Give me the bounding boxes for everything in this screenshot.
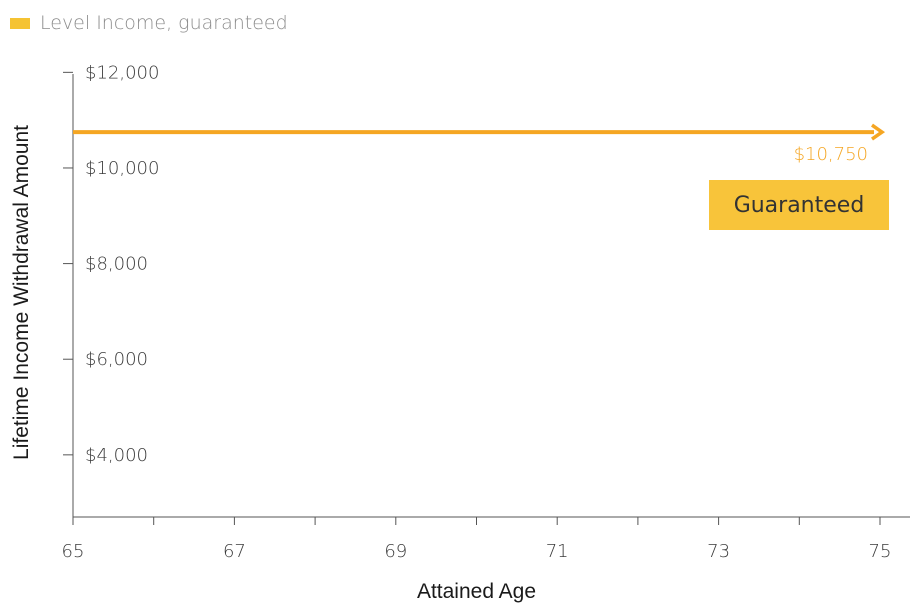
x-tick-label: 71 [546, 541, 569, 562]
legend-label: Level Income, guaranteed [40, 12, 288, 34]
x-tick-label: 73 [707, 541, 730, 562]
x-tick-label: 67 [223, 541, 246, 562]
x-axis-title: Attained Age [417, 580, 536, 603]
value-annotation: $10,750 [794, 144, 868, 165]
legend: Level Income, guaranteed [10, 12, 288, 34]
legend-swatch [10, 17, 30, 29]
y-axis-title: Lifetime Income Withdrawal Amount [10, 125, 33, 460]
y-tick-label: $10,000 [85, 158, 159, 179]
guaranteed-badge: Guaranteed [709, 180, 889, 230]
x-tick-label: 65 [62, 541, 85, 562]
y-axis-ticks: $12,000 $10,000 $8,000 $6,000 $4,000 [63, 62, 159, 466]
x-tick-label: 75 [869, 541, 892, 562]
y-tick-label: $12,000 [85, 62, 159, 83]
series-arrowhead [870, 123, 886, 141]
series-layer: $10,750 [73, 123, 886, 165]
y-tick-label: $8,000 [85, 254, 148, 275]
y-tick-label: $6,000 [85, 349, 148, 370]
x-axis-ticks: 65 67 69 71 73 75 [62, 517, 892, 562]
x-tick-label: 69 [384, 541, 407, 562]
y-tick-label: $4,000 [85, 445, 148, 466]
